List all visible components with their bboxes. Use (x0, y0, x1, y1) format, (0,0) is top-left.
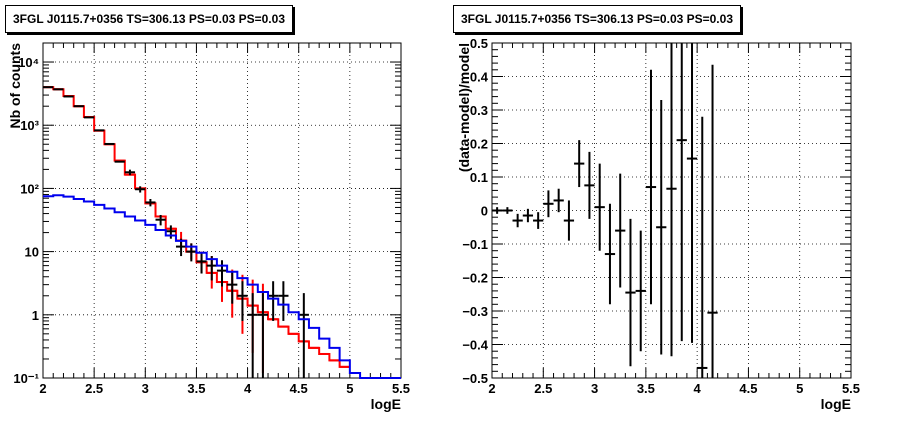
x-tick-label: 4 (244, 381, 252, 396)
x-tick-label: 3 (591, 381, 598, 396)
x-tick-label: 3.5 (187, 381, 205, 396)
x-tick-label: 4 (694, 381, 702, 396)
y-tick-label: 1 (32, 308, 39, 323)
x-tick-label: 4.5 (739, 381, 757, 396)
x-tick-label: 3 (142, 381, 149, 396)
y-tick-label: 0.4 (470, 70, 489, 85)
plot-area (42, 42, 402, 379)
y-tick-label: −0.3 (462, 304, 488, 319)
chart-title-left: 3FGL J0115.7+0356 TS=306.13 PS=0.03 PS=0… (5, 5, 293, 33)
y-tick-label: 10² (20, 181, 39, 196)
y-tick-label: 10 (25, 245, 39, 260)
y-tick-label: −0.5 (462, 371, 488, 386)
x-axis-title: logE (821, 396, 851, 412)
x-tick-label: 4.5 (290, 381, 308, 396)
y-tick-label: 10⁴ (18, 55, 39, 70)
y-tick-label: 0.5 (470, 36, 488, 51)
y-tick-label: −0.1 (462, 237, 488, 252)
chart-title-right: 3FGL J0115.7+0356 TS=306.13 PS=0.03 PS=0… (453, 5, 741, 33)
x-tick-label: 5.5 (392, 381, 410, 396)
x-tick-label: 2 (39, 381, 46, 396)
x-tick-label: 5 (796, 381, 803, 396)
counts-histogram-panel: 2 2.5 3 3.5 4 4.5 5 5.5 logE Nb of counts 10⁻¹ 1 10 1… (5, 5, 410, 412)
model-total-steps (43, 86, 350, 368)
y-axis-title: (data-model)/model (456, 43, 472, 172)
x-tick-label: 5 (346, 381, 353, 396)
x-tick-label: 5.5 (842, 381, 860, 396)
residuals-panel: 2 2.5 3 3.5 4 4.5 5 5.5 logE (data-model)/model −0… (449, 0, 898, 421)
y-tick-label: −0.4 (462, 338, 488, 353)
y-tick-label: 0.2 (470, 137, 488, 152)
x-tick-label: 2.5 (85, 381, 103, 396)
y-tick-label: −0.2 (462, 271, 488, 286)
y-tick-label: 0.3 (470, 103, 488, 118)
x-tick-label: 2 (488, 381, 495, 396)
x-tick-label: 3.5 (637, 381, 655, 396)
model-component-steps (43, 194, 401, 379)
y-axis-title: Nb of counts (7, 43, 23, 129)
y-tick-label: 10⁻¹ (13, 371, 39, 386)
x-tick-label: 2.5 (534, 381, 552, 396)
y-tick-label: 10³ (20, 118, 39, 133)
y-tick-label: 0 (481, 204, 488, 219)
y-tick-label: 0.1 (470, 170, 488, 185)
x-axis-title: logE (371, 396, 401, 412)
